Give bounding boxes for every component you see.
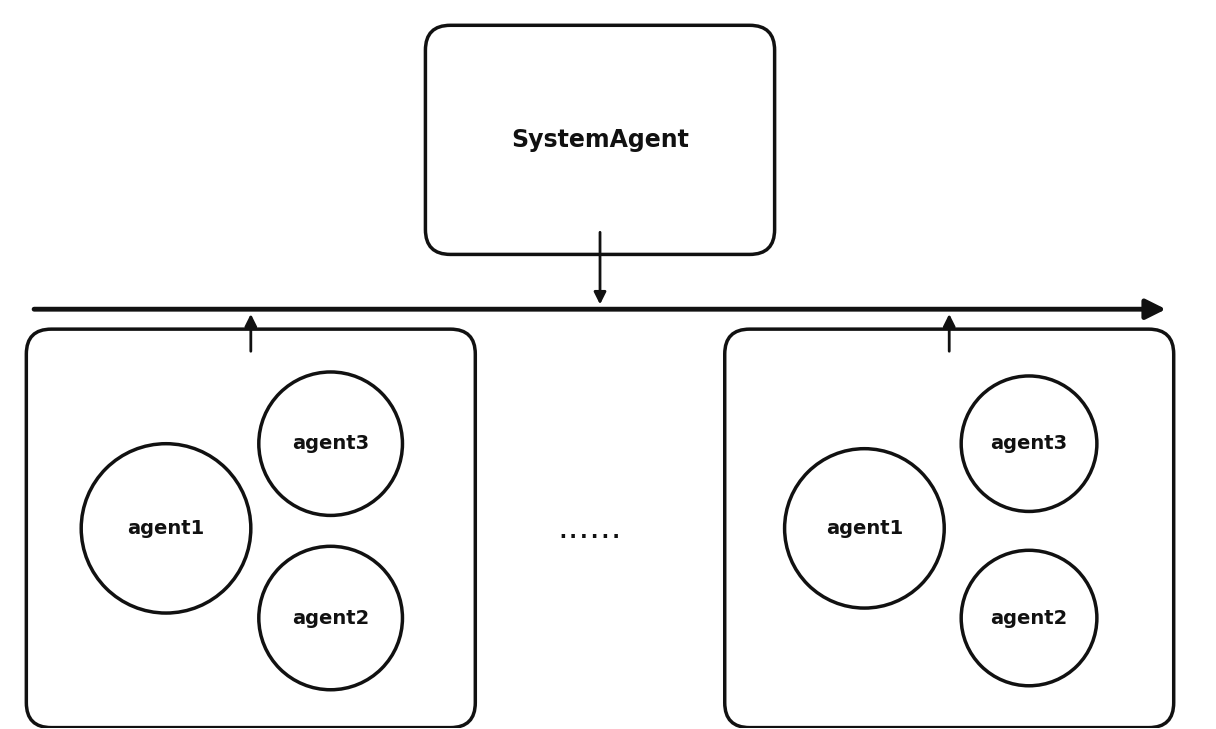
Text: ......: ...... bbox=[558, 512, 623, 545]
Text: SystemAgent: SystemAgent bbox=[511, 128, 689, 152]
Text: agent3: agent3 bbox=[292, 434, 370, 453]
Ellipse shape bbox=[81, 444, 250, 613]
Ellipse shape bbox=[961, 550, 1097, 686]
FancyBboxPatch shape bbox=[426, 26, 775, 254]
Text: agent2: agent2 bbox=[292, 609, 370, 628]
Ellipse shape bbox=[259, 372, 402, 515]
Text: agent3: agent3 bbox=[991, 434, 1068, 453]
FancyBboxPatch shape bbox=[27, 329, 475, 728]
Text: agent1: agent1 bbox=[826, 519, 903, 538]
Text: agent2: agent2 bbox=[990, 609, 1068, 628]
Text: agent1: agent1 bbox=[128, 519, 204, 538]
FancyBboxPatch shape bbox=[725, 329, 1173, 728]
Ellipse shape bbox=[784, 448, 945, 608]
Ellipse shape bbox=[259, 546, 402, 690]
Ellipse shape bbox=[961, 376, 1097, 512]
